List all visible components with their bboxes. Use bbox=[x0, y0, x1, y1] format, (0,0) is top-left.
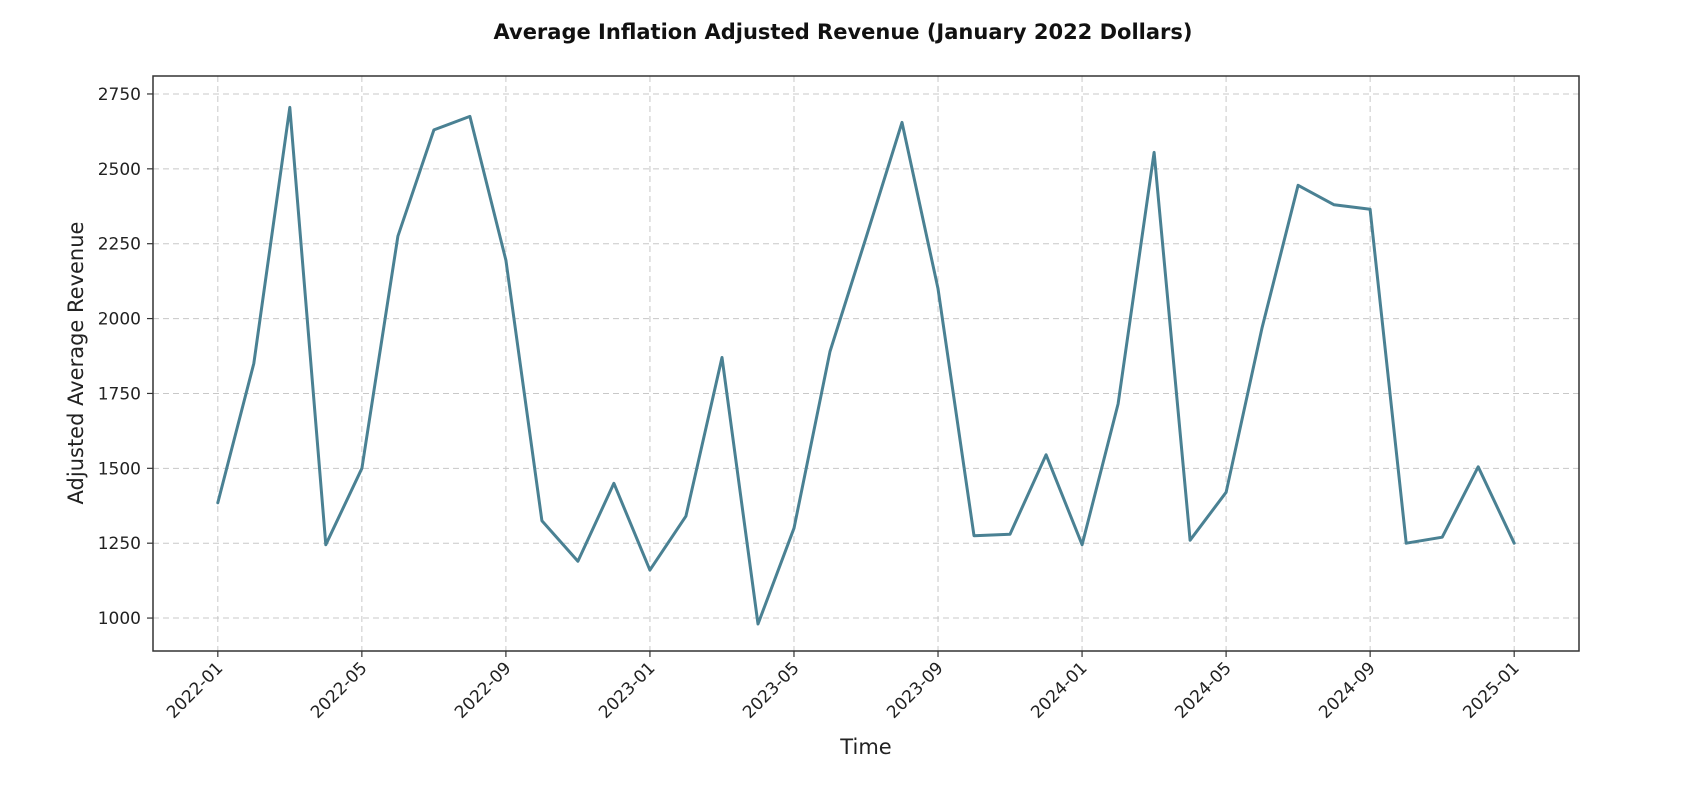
x-axis: 2022-01 2022-05 2022-09 2023-01 2023-05 2023-… bbox=[163, 651, 1524, 723]
y-axis: 1000 1250 1500 1750 2000 2250 2500 2750 bbox=[98, 85, 153, 629]
x-tick-label: 2025-01 bbox=[1459, 658, 1523, 722]
series-layer bbox=[216, 105, 1516, 626]
y-tick-label: 1750 bbox=[98, 384, 141, 404]
series-line bbox=[216, 105, 1516, 626]
x-axis-label: Time bbox=[839, 735, 891, 759]
y-tick-label: 2500 bbox=[98, 160, 141, 180]
x-tick-label: 2024-09 bbox=[1315, 658, 1379, 722]
y-tick-label: 2750 bbox=[98, 85, 141, 105]
x-tick-label: 2022-09 bbox=[451, 658, 515, 722]
y-tick-label: 1250 bbox=[98, 534, 141, 554]
grid-lines bbox=[153, 76, 1579, 651]
y-tick-label: 1000 bbox=[98, 609, 141, 629]
x-tick-label: 2022-01 bbox=[163, 658, 227, 722]
x-tick-label: 2024-01 bbox=[1027, 658, 1091, 722]
y-tick-label: 2000 bbox=[98, 310, 141, 330]
x-tick-label: 2022-05 bbox=[307, 658, 371, 722]
y-tick-label: 1500 bbox=[98, 459, 141, 479]
y-axis-label: Adjusted Average Revenue bbox=[64, 222, 88, 505]
x-tick-label: 2023-05 bbox=[739, 658, 803, 722]
chart-title: Average Inflation Adjusted Revenue (Janu… bbox=[494, 20, 1193, 44]
x-tick-label: 2024-05 bbox=[1171, 658, 1235, 722]
x-tick-label: 2023-09 bbox=[883, 658, 947, 722]
y-tick-label: 2250 bbox=[98, 235, 141, 255]
x-tick-label: 2023-01 bbox=[595, 658, 659, 722]
plot-frame bbox=[152, 75, 1580, 652]
